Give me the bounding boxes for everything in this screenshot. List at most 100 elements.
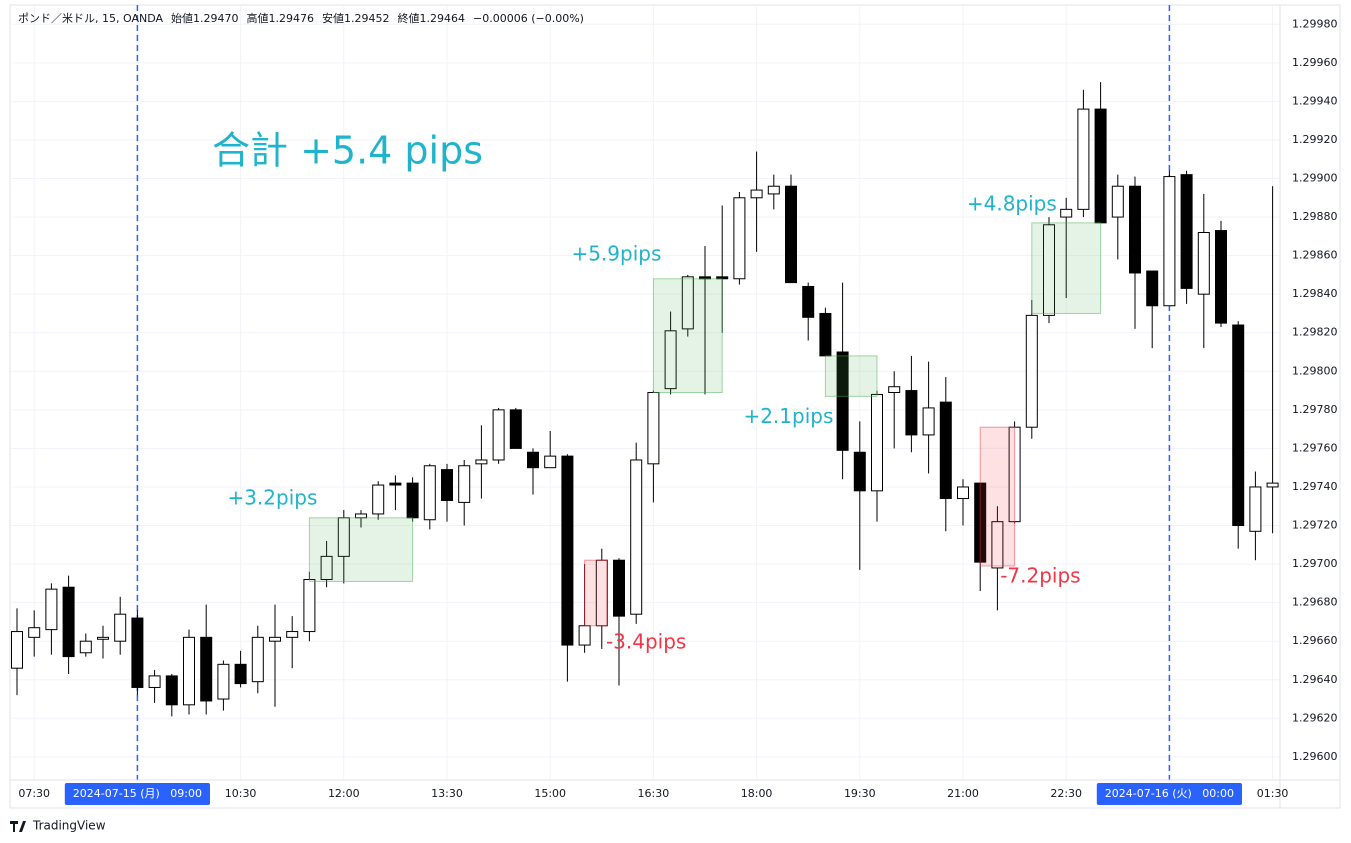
candle-body bbox=[544, 455, 557, 469]
y-tick-label: 1.29680 bbox=[1292, 596, 1338, 609]
x-tick-label: 15:00 bbox=[534, 787, 566, 800]
candle-body bbox=[750, 189, 763, 199]
candle-body bbox=[1180, 174, 1193, 289]
x-tick-label: 2024-07-15 (月) 09:00 bbox=[73, 787, 202, 800]
trade-box bbox=[584, 559, 608, 627]
candle-body bbox=[492, 409, 505, 461]
candle-body bbox=[389, 482, 402, 486]
candle-body bbox=[578, 625, 591, 646]
candle-body bbox=[475, 459, 488, 465]
candle-body bbox=[11, 631, 23, 669]
x-tick-label: 16:30 bbox=[638, 787, 670, 800]
x-tick-label: 18:00 bbox=[741, 787, 773, 800]
candle-body bbox=[664, 330, 677, 390]
header: ポンド／米ドル, 15, OANDA 始値1.29470 高値1.29476 安値1.… bbox=[18, 11, 584, 25]
candle-body bbox=[423, 465, 436, 521]
candle-body bbox=[1094, 108, 1107, 224]
candle-body bbox=[613, 559, 625, 617]
y-tick-label: 1.29840 bbox=[1292, 287, 1338, 300]
candle-body bbox=[853, 451, 866, 492]
candle-body bbox=[527, 451, 539, 469]
trade-box bbox=[308, 517, 414, 582]
candle-body bbox=[957, 486, 969, 500]
trade-label: +2.1pips bbox=[743, 404, 833, 428]
candle-body bbox=[888, 386, 901, 394]
footer-brand: TradingView bbox=[32, 819, 106, 833]
trade-box bbox=[979, 426, 1016, 567]
frame bbox=[9, 4, 1341, 809]
y-tick-label: 1.29600 bbox=[1292, 750, 1338, 763]
y-tick-label: 1.29900 bbox=[1292, 172, 1338, 185]
candle-body bbox=[97, 636, 109, 640]
x-label-highlight bbox=[1096, 783, 1243, 805]
candle-body bbox=[785, 185, 797, 284]
candle-body bbox=[1077, 108, 1090, 210]
x-tick-label: 21:00 bbox=[947, 787, 979, 800]
candle-body bbox=[1060, 208, 1073, 218]
candle-body bbox=[62, 586, 75, 658]
candle-body bbox=[1266, 482, 1279, 488]
candle-body bbox=[286, 631, 299, 638]
candle-body bbox=[802, 285, 815, 318]
candle-body bbox=[45, 588, 58, 631]
y-tick-label: 1.29740 bbox=[1292, 480, 1338, 493]
y-tick-label: 1.29760 bbox=[1292, 441, 1338, 454]
candle-body bbox=[939, 401, 952, 500]
candle-body bbox=[836, 351, 849, 451]
total-annotation: 合計 +5.4 pips bbox=[212, 129, 483, 173]
y-tick-label: 1.29700 bbox=[1292, 557, 1338, 570]
trade-label: -3.4pips bbox=[606, 629, 686, 653]
header-item: 高値1.29476 bbox=[247, 11, 315, 25]
candle-body bbox=[1025, 314, 1038, 428]
candle-body bbox=[1232, 324, 1245, 527]
candle-body bbox=[234, 663, 247, 685]
candle-body bbox=[1146, 270, 1159, 307]
y-tick-label: 1.29780 bbox=[1292, 403, 1338, 416]
candle-body bbox=[905, 390, 918, 436]
header-item: 安値1.29452 bbox=[322, 11, 390, 25]
y-tick-label: 1.29960 bbox=[1292, 56, 1338, 69]
candle-body bbox=[28, 627, 41, 638]
candle-body bbox=[131, 617, 144, 688]
trade-label: +4.8pips bbox=[967, 191, 1057, 215]
x-tick-label: 12:00 bbox=[328, 787, 360, 800]
candle-body bbox=[1163, 176, 1176, 307]
x-tick-label: 13:30 bbox=[431, 787, 463, 800]
y-tick-label: 1.29980 bbox=[1292, 17, 1338, 30]
y-tick-label: 1.29820 bbox=[1292, 326, 1338, 339]
candle-body bbox=[1215, 230, 1227, 324]
candle-body bbox=[200, 636, 213, 702]
candle-body bbox=[1197, 231, 1210, 295]
x-label-highlight bbox=[64, 783, 211, 805]
candle-body bbox=[355, 513, 367, 519]
candle-body bbox=[269, 636, 281, 642]
y-tick-label: 1.29620 bbox=[1292, 711, 1338, 724]
candle-body bbox=[1249, 486, 1262, 532]
x-tick-label: 07:30 bbox=[18, 787, 50, 800]
candle-body bbox=[303, 579, 316, 633]
candle-body bbox=[561, 455, 574, 646]
candle-body bbox=[509, 409, 522, 449]
candle-body bbox=[441, 469, 453, 501]
x-tick-label: 19:30 bbox=[844, 787, 876, 800]
candle-body bbox=[251, 636, 264, 683]
trade-box bbox=[1031, 222, 1102, 314]
candle-body bbox=[1111, 185, 1124, 218]
candle-body bbox=[406, 482, 419, 519]
logo bbox=[10, 821, 26, 832]
candle-body bbox=[922, 407, 935, 436]
candle-body bbox=[647, 392, 660, 465]
candle-body bbox=[630, 459, 643, 615]
x-tick-label: 2024-07-16 (火) 00:00 bbox=[1105, 787, 1234, 800]
header-item: 始値1.29470 bbox=[171, 11, 239, 25]
x-tick-label: 10:30 bbox=[225, 787, 257, 800]
header-item: ポンド／米ドル, 15, OANDA bbox=[18, 12, 163, 25]
trade-box bbox=[824, 355, 878, 397]
y-tick-label: 1.29640 bbox=[1292, 673, 1338, 686]
y-tick-label: 1.29800 bbox=[1292, 364, 1338, 377]
candle-body bbox=[320, 555, 333, 581]
candle-body bbox=[372, 484, 385, 515]
grid bbox=[10, 5, 1280, 780]
